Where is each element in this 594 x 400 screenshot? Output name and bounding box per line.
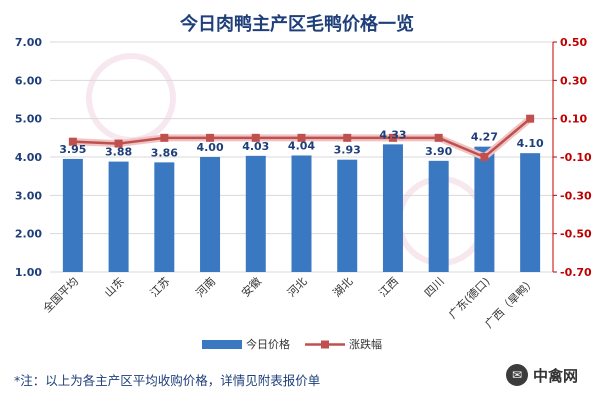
y-left-tick-label: 7.00 bbox=[15, 36, 42, 49]
y-left-tick-label: 3.00 bbox=[15, 189, 42, 202]
bar-price bbox=[291, 155, 312, 272]
line-change-marker bbox=[480, 153, 489, 161]
line-change-marker bbox=[114, 139, 123, 148]
brand: ✉ 中禽网 bbox=[506, 364, 578, 386]
y-left-tick-label: 5.00 bbox=[15, 113, 42, 126]
bar-price bbox=[428, 160, 449, 272]
bar-data-label: 4.33 bbox=[379, 128, 406, 141]
y-left-tick-label: 2.00 bbox=[15, 228, 42, 241]
bar-data-label: 4.04 bbox=[288, 139, 315, 152]
y-right-tick-label: -0.30 bbox=[560, 189, 592, 202]
bar-price bbox=[520, 153, 541, 272]
y-right-tick-label: -0.70 bbox=[560, 266, 592, 279]
y-right-tick-label: 0.10 bbox=[560, 113, 587, 126]
line-change-marker bbox=[206, 133, 215, 142]
chart-title: 今日肉鸭主产区毛鸭价格一览 bbox=[180, 13, 414, 35]
line-change-marker bbox=[68, 137, 77, 146]
bar-price bbox=[337, 159, 358, 272]
x-tick-label: 四川 bbox=[422, 275, 447, 300]
footnote: *注：以上为各主产区平均收购价格，详情见附表报价单 bbox=[14, 373, 321, 388]
bar-price bbox=[382, 144, 403, 272]
y-left-tick-label: 4.00 bbox=[15, 151, 42, 164]
y-right-tick-label: -0.50 bbox=[560, 228, 592, 241]
bar-data-label: 4.10 bbox=[517, 137, 544, 150]
line-change-marker bbox=[251, 133, 260, 142]
x-tick-label: 山东 bbox=[102, 275, 127, 300]
y-right-tick-label: 0.50 bbox=[560, 36, 587, 49]
line-change-marker bbox=[160, 133, 169, 142]
legend-swatch-change-marker bbox=[321, 340, 329, 349]
y-left-tick-label: 6.00 bbox=[15, 74, 42, 87]
bar-price bbox=[200, 157, 221, 272]
bar-price bbox=[245, 155, 266, 272]
bar-price bbox=[62, 158, 83, 272]
legend-label-price: 今日价格 bbox=[246, 337, 290, 351]
line-change-marker bbox=[526, 114, 535, 123]
x-tick-label: 河南 bbox=[193, 275, 218, 300]
line-change-marker bbox=[343, 133, 352, 142]
brand-name: 中禽网 bbox=[533, 366, 579, 385]
bar-data-label: 3.88 bbox=[105, 146, 132, 159]
bar-data-label: 3.86 bbox=[151, 146, 178, 159]
bar-data-label: 4.03 bbox=[242, 140, 269, 153]
y-right-tick-label: -0.10 bbox=[560, 151, 592, 164]
x-tick-label: 安徽 bbox=[238, 274, 263, 299]
line-change-marker bbox=[297, 133, 306, 142]
y-left-tick-label: 1.00 bbox=[15, 266, 42, 279]
legend: 今日价格 涨跌幅 bbox=[202, 337, 382, 351]
bar-price bbox=[108, 161, 129, 272]
x-tick-label: 全国平均 bbox=[40, 274, 81, 315]
y-right-tick-label: 0.30 bbox=[560, 74, 587, 87]
x-tick-label: 江苏 bbox=[148, 275, 173, 300]
bar-price bbox=[474, 146, 495, 272]
x-tick-label: 广东(德口) bbox=[445, 274, 492, 321]
watermark bbox=[86, 53, 486, 266]
bar-data-label: 4.00 bbox=[196, 141, 223, 154]
legend-swatch-price bbox=[202, 340, 242, 349]
bar-data-label: 3.93 bbox=[334, 144, 361, 157]
x-tick-label: 江西 bbox=[376, 275, 401, 300]
x-tick-label: 河北 bbox=[285, 275, 310, 300]
line-change-marker bbox=[388, 133, 397, 142]
bar-data-label: 3.90 bbox=[425, 145, 452, 158]
bar-data-label: 4.27 bbox=[471, 131, 498, 144]
bar-price bbox=[154, 162, 175, 272]
x-tick-label: 湖北 bbox=[331, 275, 356, 300]
bar-data-label: 3.95 bbox=[59, 143, 86, 156]
wechat-icon: ✉ bbox=[506, 364, 528, 386]
line-change-marker bbox=[434, 133, 443, 142]
legend-label-change: 涨跌幅 bbox=[349, 337, 382, 351]
